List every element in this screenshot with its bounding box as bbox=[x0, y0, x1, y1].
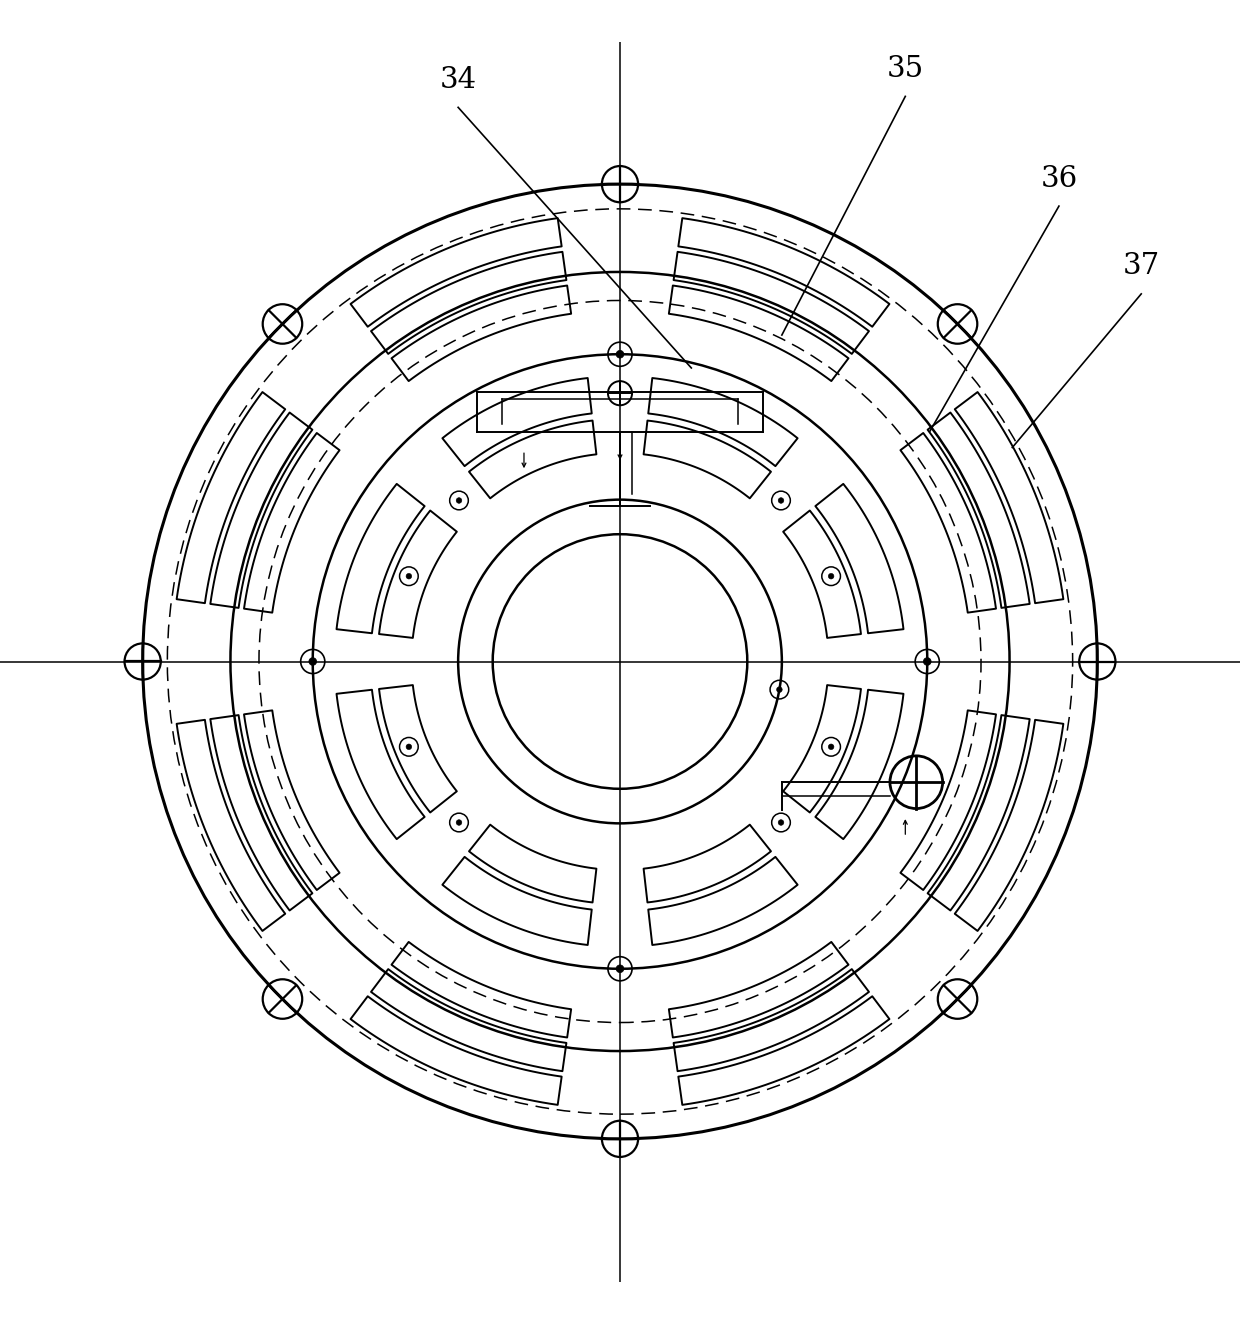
Circle shape bbox=[779, 497, 784, 503]
Circle shape bbox=[616, 964, 624, 972]
Text: 35: 35 bbox=[887, 56, 924, 83]
Text: 37: 37 bbox=[1122, 253, 1159, 280]
Circle shape bbox=[776, 687, 782, 692]
Circle shape bbox=[405, 573, 412, 579]
Circle shape bbox=[924, 658, 931, 665]
Text: 36: 36 bbox=[1040, 164, 1078, 193]
Circle shape bbox=[779, 820, 784, 826]
Circle shape bbox=[828, 573, 835, 579]
Circle shape bbox=[405, 744, 412, 750]
Circle shape bbox=[456, 820, 461, 826]
Text: 34: 34 bbox=[439, 66, 476, 94]
Circle shape bbox=[828, 744, 835, 750]
Circle shape bbox=[616, 351, 624, 359]
Circle shape bbox=[309, 658, 316, 665]
Circle shape bbox=[456, 497, 461, 503]
